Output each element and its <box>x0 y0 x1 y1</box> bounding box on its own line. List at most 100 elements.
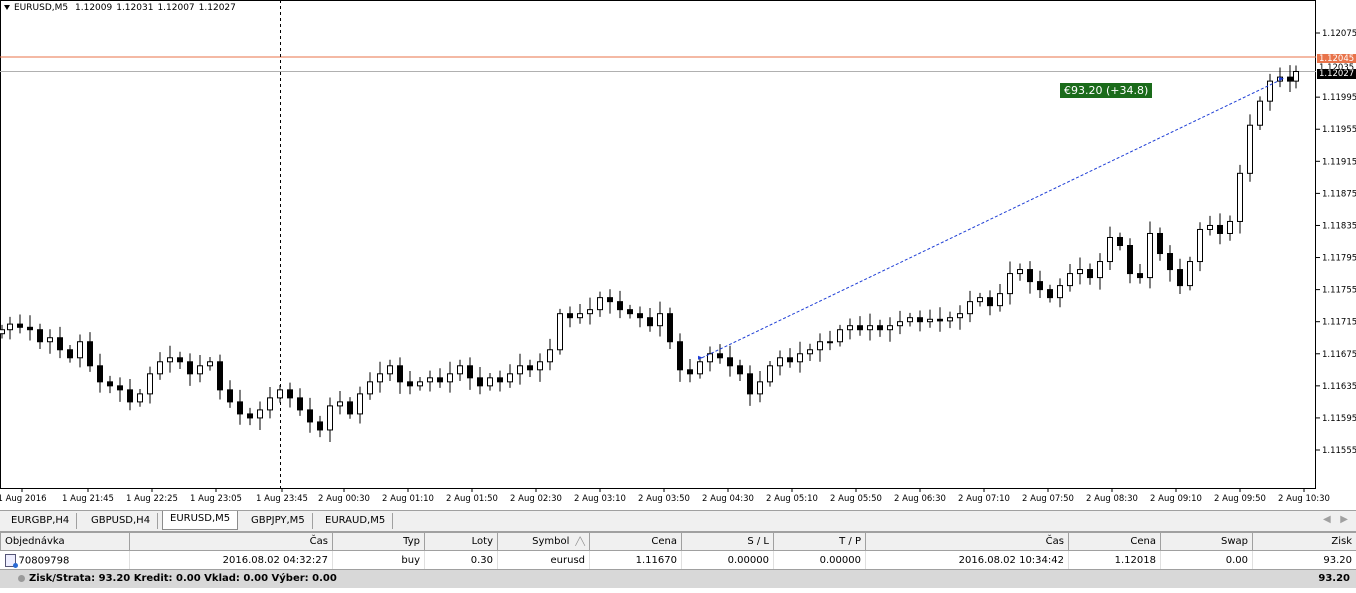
sort-asc-icon: ╱╲ <box>575 537 585 546</box>
candle-bull <box>518 366 523 374</box>
terminal-panel: Objednávka Čas Typ Loty Symbol ╱╲ Cena S … <box>0 531 1356 593</box>
trade-table: Objednávka Čas Typ Loty Symbol ╱╲ Cena S … <box>0 532 1356 569</box>
table-row[interactable]: 70809798 2016.08.02 04:32:27 buy 0.30 eu… <box>1 551 1356 570</box>
candle-bull <box>458 366 463 374</box>
time-tick-label: 2 Aug 05:50 <box>830 494 882 504</box>
time-tick-label: 2 Aug 01:50 <box>446 494 498 504</box>
candle-bull <box>868 326 873 330</box>
time-tick-label: 1 Aug 2016 <box>0 494 47 504</box>
col-sl[interactable]: S / L <box>682 533 774 551</box>
candle-bull <box>698 362 703 374</box>
tab-eurgbp-h4[interactable]: EURGBP,H4 <box>4 513 77 529</box>
col-time-open[interactable]: Čas <box>130 533 333 551</box>
candle-bear <box>408 382 413 386</box>
candle-bear <box>1218 225 1223 233</box>
time-tick-label: 2 Aug 05:10 <box>766 494 818 504</box>
candle-bear <box>128 390 133 402</box>
candle-bull <box>928 319 933 321</box>
summary-text: Zisk/Strata: 93.20 Kredit: 0.00 Vklad: 0… <box>29 573 337 584</box>
candle-bull <box>978 298 983 302</box>
candle-bull <box>948 318 953 321</box>
candle-bull <box>998 294 1003 306</box>
tab-gbpjpy-m5[interactable]: GBPJPY,M5 <box>244 513 313 529</box>
col-order[interactable]: Objednávka <box>1 533 130 551</box>
col-symbol[interactable]: Symbol ╱╲ <box>498 533 590 551</box>
candle-bull <box>768 366 773 382</box>
price-tick-label: 1.12075 <box>1322 29 1356 39</box>
tab-scroll-left-icon[interactable]: ◀ <box>1323 514 1331 525</box>
col-time-current[interactable]: Čas <box>866 533 1069 551</box>
dropdown-triangle-icon[interactable] <box>4 5 10 10</box>
order-number: 70809798 <box>19 555 70 566</box>
col-type[interactable]: Typ <box>333 533 425 551</box>
candle-bull <box>1188 262 1193 286</box>
candle-bull <box>758 382 763 394</box>
candle-bull <box>558 314 563 350</box>
price-tick-label: 1.11755 <box>1322 286 1356 296</box>
candle-bull <box>538 362 543 370</box>
candle-bull <box>1058 286 1063 298</box>
candle-bull <box>78 342 83 358</box>
candle-bear <box>398 366 403 382</box>
col-lots[interactable]: Loty <box>425 533 498 551</box>
col-price-current[interactable]: Cena <box>1069 533 1161 551</box>
candle-bull <box>1098 262 1103 278</box>
candle-bull <box>1228 221 1233 233</box>
candle-bull <box>448 374 453 382</box>
tab-scroll-right-icon[interactable]: ▶ <box>1340 514 1348 525</box>
candle-bull <box>8 324 13 330</box>
candle-bear <box>648 318 653 326</box>
time-tick-label: 2 Aug 04:30 <box>702 494 754 504</box>
ohlc-high: 1.12031 <box>116 3 153 13</box>
candle-bear <box>668 314 673 342</box>
price-chart[interactable]: 1.120751.119951.119551.119151.118751.118… <box>0 0 1356 510</box>
col-tp[interactable]: T / P <box>774 533 866 551</box>
price-tick-label: 1.11995 <box>1322 93 1356 103</box>
price-tick-label: 1.11715 <box>1322 318 1356 328</box>
cell-sl: 0.00000 <box>682 551 774 570</box>
time-tick-label: 2 Aug 06:30 <box>894 494 946 504</box>
candle-bear <box>1048 290 1053 298</box>
candle-bull <box>848 326 853 330</box>
price-tick-label: 1.11675 <box>1322 350 1356 360</box>
candle-bull <box>828 342 833 343</box>
tab-gbpusd-h4[interactable]: GBPUSD,H4 <box>84 513 158 529</box>
candle-bear <box>468 366 473 378</box>
candle-bear <box>678 342 683 370</box>
candle-bull <box>258 410 263 418</box>
candle-bear <box>18 324 23 327</box>
candle-bull <box>148 374 153 394</box>
candle-bear <box>288 390 293 398</box>
tab-euraud-m5[interactable]: EURAUD,M5 <box>318 513 393 529</box>
cell-profit: 93.20 <box>1253 551 1356 570</box>
col-swap[interactable]: Swap <box>1161 533 1253 551</box>
price-tick-label: 1.11555 <box>1322 446 1356 456</box>
col-symbol-label: Symbol <box>532 536 569 547</box>
candle-bull <box>418 382 423 386</box>
candle-bear <box>1088 270 1093 278</box>
time-tick-label: 2 Aug 07:10 <box>958 494 1010 504</box>
candle-bear <box>478 378 483 386</box>
candle-bull <box>358 394 363 414</box>
time-tick-label: 2 Aug 07:50 <box>1022 494 1074 504</box>
candle-bear <box>618 302 623 310</box>
candle-bull <box>808 350 813 354</box>
ohlc-close: 1.12027 <box>199 3 236 13</box>
col-price-open[interactable]: Cena <box>590 533 682 551</box>
price-tick-label: 1.11595 <box>1322 414 1356 424</box>
time-tick-label: 1 Aug 23:05 <box>190 494 242 504</box>
candle-bear <box>728 358 733 366</box>
candle-bear <box>1028 270 1033 282</box>
candle-bear <box>298 398 303 410</box>
candle-bear <box>218 362 223 390</box>
tab-eurusd-m5[interactable]: EURUSD,M5 <box>162 511 238 530</box>
candle-bull <box>898 322 903 326</box>
candle-bear <box>738 366 743 374</box>
tab-scroll-arrows[interactable]: ◀ ▶ <box>1323 514 1348 525</box>
candle-bull <box>598 298 603 310</box>
col-profit[interactable]: Zisk <box>1253 533 1356 551</box>
candle-bull <box>778 358 783 366</box>
candle-bull <box>1208 225 1213 229</box>
